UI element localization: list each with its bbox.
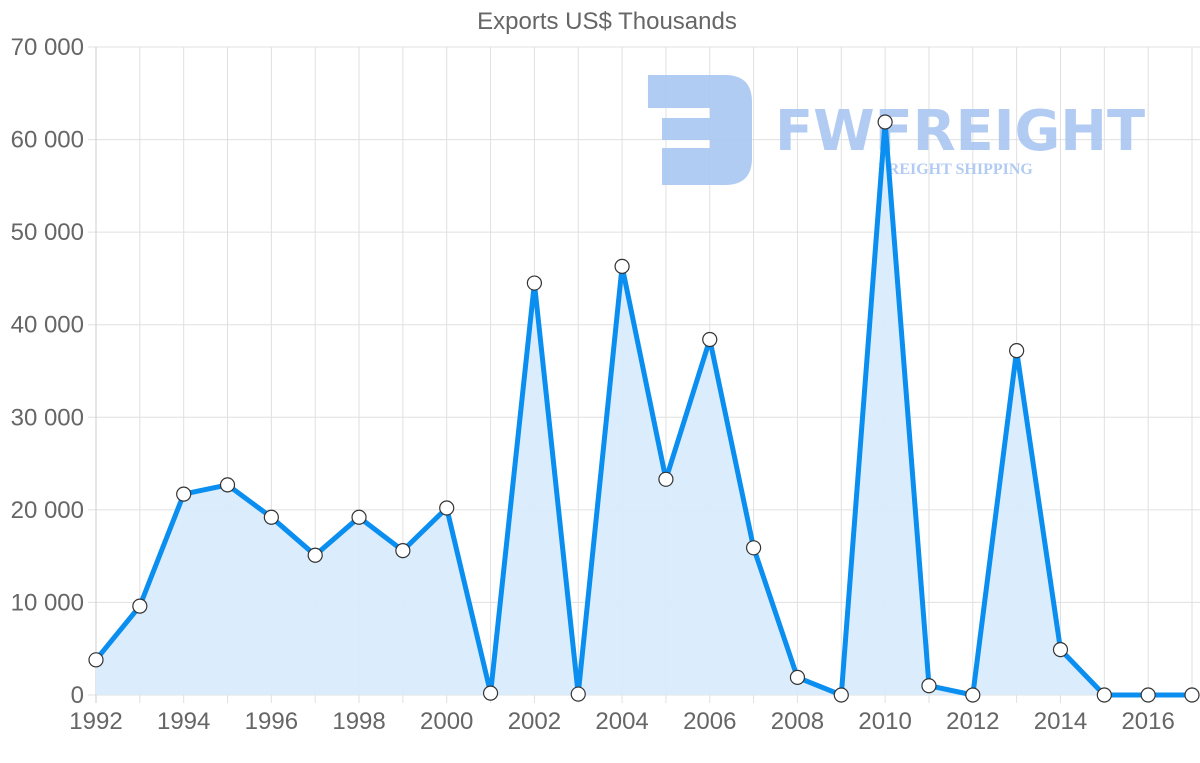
data-point[interactable] [570, 686, 586, 702]
watermark-tagline: FREIGHT SHIPPING [878, 161, 1033, 178]
x-tick-label: 2008 [771, 708, 824, 735]
data-point[interactable] [351, 509, 367, 525]
data-point[interactable] [614, 258, 630, 274]
y-tick-label: 0 [71, 682, 84, 709]
data-line [94, 119, 1192, 698]
data-point[interactable] [1096, 687, 1112, 703]
x-tick-label: 2002 [508, 708, 561, 735]
data-point[interactable] [921, 678, 937, 694]
watermark-brand: FWFREIGHT [775, 99, 1145, 164]
y-tick-label: 20 000 [11, 497, 84, 524]
y-tick-label: 30 000 [11, 404, 84, 431]
data-point[interactable] [745, 540, 762, 556]
chart-title: Exports US$ Thousands [477, 8, 737, 35]
data-point[interactable] [658, 471, 674, 487]
x-tick-label: 1992 [69, 708, 122, 735]
data-point[interactable] [482, 685, 499, 701]
data-point[interactable] [176, 486, 192, 502]
data-point[interactable] [263, 509, 279, 525]
data-point[interactable] [789, 669, 806, 686]
data-point[interactable] [702, 331, 718, 348]
data-point[interactable] [88, 652, 104, 668]
fwfreight-logo-icon [648, 75, 752, 185]
data-point[interactable] [439, 500, 455, 516]
data-point[interactable] [1009, 343, 1025, 359]
data-point[interactable] [132, 598, 148, 614]
data-points [88, 114, 1200, 703]
x-tick-label: 1998 [332, 708, 385, 735]
data-point[interactable] [965, 687, 981, 703]
data-point[interactable] [1184, 687, 1200, 703]
x-tick-label: 2016 [1121, 708, 1174, 735]
x-tick-label: 2012 [946, 708, 999, 735]
y-tick-label: 60 000 [11, 127, 84, 154]
x-tick-label: 2014 [1034, 708, 1087, 735]
x-axis: 1992 1994 1996 1998 2000 2002 2004 2006 2008 2010… [69, 708, 1175, 735]
data-point[interactable] [833, 687, 849, 703]
data-point[interactable] [307, 547, 323, 563]
y-tick-label: 70 000 [11, 34, 84, 61]
data-point[interactable] [395, 542, 411, 559]
data-point[interactable] [219, 477, 236, 493]
x-tick-label: 2010 [858, 708, 911, 735]
data-point[interactable] [877, 114, 893, 130]
y-tick-label: 10 000 [11, 589, 84, 616]
fwfreight-watermark: FWFREIGHT FREIGHT SHIPPING [648, 75, 1145, 185]
x-tick-label: 2000 [420, 708, 473, 735]
x-tick-label: 1994 [157, 708, 210, 735]
y-axis: 0 10 000 20 000 30 000 40 000 50 000 60 000 70 … [11, 34, 84, 709]
y-tick-label: 40 000 [11, 312, 84, 339]
x-tick-label: 2006 [683, 708, 736, 735]
data-point[interactable] [1140, 687, 1156, 703]
data-point[interactable] [1052, 642, 1069, 658]
data-point[interactable] [526, 275, 543, 291]
y-tick-label: 50 000 [11, 219, 84, 246]
x-tick-label: 2004 [595, 708, 648, 735]
x-tick-label: 1996 [245, 708, 298, 735]
